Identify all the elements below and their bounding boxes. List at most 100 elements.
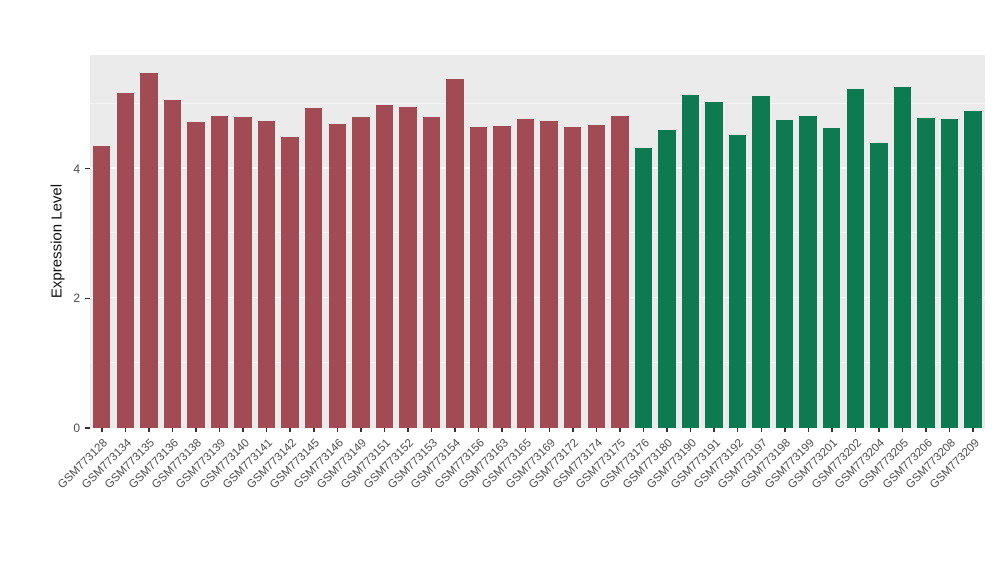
bar: [775, 119, 794, 428]
bar: [940, 118, 959, 428]
bar-slot: [773, 55, 797, 428]
bar: [93, 145, 111, 428]
bar-slot: [679, 55, 703, 428]
bar-slot: [584, 55, 608, 428]
bar-slot: [184, 55, 208, 428]
x-tick-mark: [124, 428, 127, 432]
bar-slot: [938, 55, 962, 428]
bar-slot: [514, 55, 538, 428]
bar: [234, 116, 252, 428]
minor-gridline: [90, 102, 985, 104]
y-tick-label: 0: [73, 421, 80, 435]
x-tick-mark: [477, 428, 480, 432]
y-tick-mark: [85, 427, 90, 429]
bar: [163, 99, 182, 428]
bar: [634, 148, 653, 428]
x-tick-mark: [195, 428, 197, 432]
x-tick-mark: [972, 428, 974, 432]
bar: [257, 121, 276, 428]
bar-slot: [867, 55, 891, 428]
bar-slot: [396, 55, 420, 428]
bar: [493, 125, 511, 428]
bar-slot: [961, 55, 985, 428]
x-tick-mark: [548, 428, 551, 432]
minor-gridline: [90, 362, 985, 364]
bar: [210, 115, 229, 428]
bar-slot: [467, 55, 491, 428]
bar: [281, 137, 299, 428]
bar-slot: [891, 55, 915, 428]
x-tick-mark: [784, 428, 786, 432]
bar-slot: [844, 55, 868, 428]
bar-slot: [726, 55, 750, 428]
bar: [681, 94, 700, 428]
x-tick-mark: [524, 428, 527, 432]
bar-slot: [278, 55, 302, 428]
x-tick-mark: [430, 428, 433, 432]
bar: [352, 116, 370, 428]
bar-slot: [161, 55, 185, 428]
x-tick-mark: [760, 428, 762, 432]
y-axis-title: Expression Level: [48, 183, 66, 299]
bar: [893, 87, 912, 428]
bar: [187, 121, 205, 428]
bar-slot: [325, 55, 349, 428]
bar-slot: [490, 55, 514, 428]
major-gridline: [90, 167, 985, 169]
x-tick-mark: [289, 428, 291, 432]
bar: [469, 127, 488, 428]
bar: [116, 93, 135, 428]
y-tick-label: 4: [73, 161, 80, 176]
bar-slot: [632, 55, 656, 428]
bar: [799, 115, 817, 428]
bar: [304, 107, 323, 428]
bar-slot: [208, 55, 232, 428]
bar: [917, 117, 935, 428]
bar-slot: [255, 55, 279, 428]
bar: [870, 143, 888, 428]
x-tick-mark: [501, 428, 503, 432]
y-tick-mark: [85, 167, 90, 170]
bar-slot: [914, 55, 938, 428]
bar-slot: [561, 55, 585, 428]
bar-slot: [820, 55, 844, 428]
bar: [728, 134, 747, 428]
x-tick-mark: [101, 428, 103, 432]
bar-slot: [373, 55, 397, 428]
x-tick-mark: [313, 428, 315, 432]
x-tick-mark: [360, 428, 362, 432]
bar-slot: [420, 55, 444, 428]
bar: [611, 115, 629, 428]
bar-slot: [231, 55, 255, 428]
x-tick-mark: [642, 428, 645, 432]
x-tick-mark: [854, 428, 857, 432]
x-tick-mark: [265, 428, 268, 432]
plot-panel: [90, 55, 985, 428]
bar-slot: [749, 55, 773, 428]
x-tick-mark: [407, 428, 409, 432]
x-tick-mark: [336, 428, 339, 432]
bar: [516, 118, 535, 428]
x-tick-mark: [171, 428, 174, 432]
x-tick-mark: [383, 428, 386, 432]
x-tick-mark: [736, 428, 739, 432]
bar: [422, 116, 441, 428]
bar: [446, 79, 464, 428]
x-tick-mark: [689, 428, 692, 432]
y-tick-label: 2: [73, 291, 80, 306]
x-tick-mark: [948, 428, 951, 432]
bar-slot: [796, 55, 820, 428]
minor-gridline: [90, 232, 985, 234]
bar: [564, 127, 582, 428]
y-tick-mark: [85, 297, 90, 299]
x-tick-mark: [148, 428, 150, 432]
bar: [658, 130, 676, 428]
x-tick-mark: [925, 428, 927, 432]
bar: [140, 72, 158, 428]
x-tick-mark: [454, 428, 456, 432]
bar: [964, 111, 982, 428]
bar: [540, 121, 558, 428]
bar-slot: [137, 55, 161, 428]
bar-slot: [114, 55, 138, 428]
